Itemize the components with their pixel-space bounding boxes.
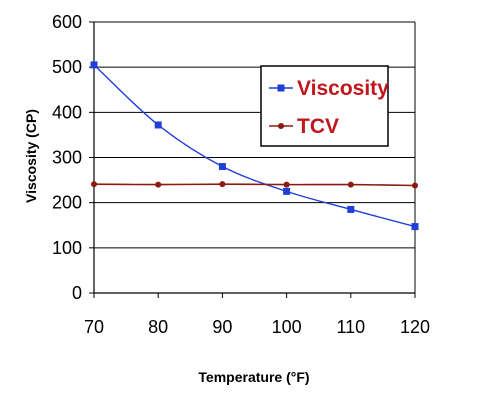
- data-series: [90, 61, 419, 231]
- x-tick-label-90: 90: [212, 317, 232, 337]
- y-axis-title: Viscosity (CP): [23, 109, 39, 203]
- y-tick-label-400: 400: [52, 102, 82, 122]
- tick-labels: 0 100 200 300 400 500 600 70 80 90 100 110 120: [52, 12, 430, 337]
- viscosity-point-120: [411, 223, 419, 231]
- y-tick-label-200: 200: [52, 193, 82, 213]
- y-tick-label-500: 500: [52, 57, 82, 77]
- viscosity-point-70: [90, 61, 98, 69]
- legend-box: [260, 65, 389, 147]
- x-tick-label-110: 110: [336, 317, 365, 337]
- tcv-point-80: [155, 181, 162, 188]
- x-axis-title: Temperature (°F): [198, 369, 309, 385]
- x-tick-label-80: 80: [148, 317, 168, 337]
- tcv-point-70: [91, 181, 97, 188]
- tcv-point-90: [219, 181, 226, 188]
- viscosity-series-line: [93, 64, 416, 228]
- x-tick-label-120: 120: [400, 317, 430, 337]
- viscosity-point-80: [154, 121, 162, 129]
- x-tick-label-100: 100: [272, 317, 302, 337]
- tcv-point-100: [283, 181, 290, 188]
- tcv-series-line: [93, 183, 416, 187]
- x-tick-label-70: 70: [84, 317, 104, 337]
- legend-viscosity-label: Viscosity: [297, 77, 389, 100]
- y-tick-label-600: 600: [52, 12, 82, 32]
- axes: [89, 21, 416, 298]
- tcv-point-110: [347, 181, 354, 188]
- gridlines: [94, 21, 415, 249]
- y-tick-label-300: 300: [52, 148, 82, 168]
- y-tick-label-0: 0: [72, 283, 82, 303]
- legend-tcv-marker: [278, 123, 284, 129]
- viscosity-point-90: [218, 163, 226, 171]
- legend-tcv-label: TCV: [297, 115, 339, 138]
- viscosity-point-110: [347, 205, 355, 213]
- legend-viscosity-marker: [277, 84, 285, 92]
- y-tick-label-100: 100: [52, 238, 82, 258]
- viscosity-point-100: [283, 187, 291, 195]
- legend: Viscosity TCV: [260, 65, 389, 147]
- tcv-point-120: [412, 182, 418, 189]
